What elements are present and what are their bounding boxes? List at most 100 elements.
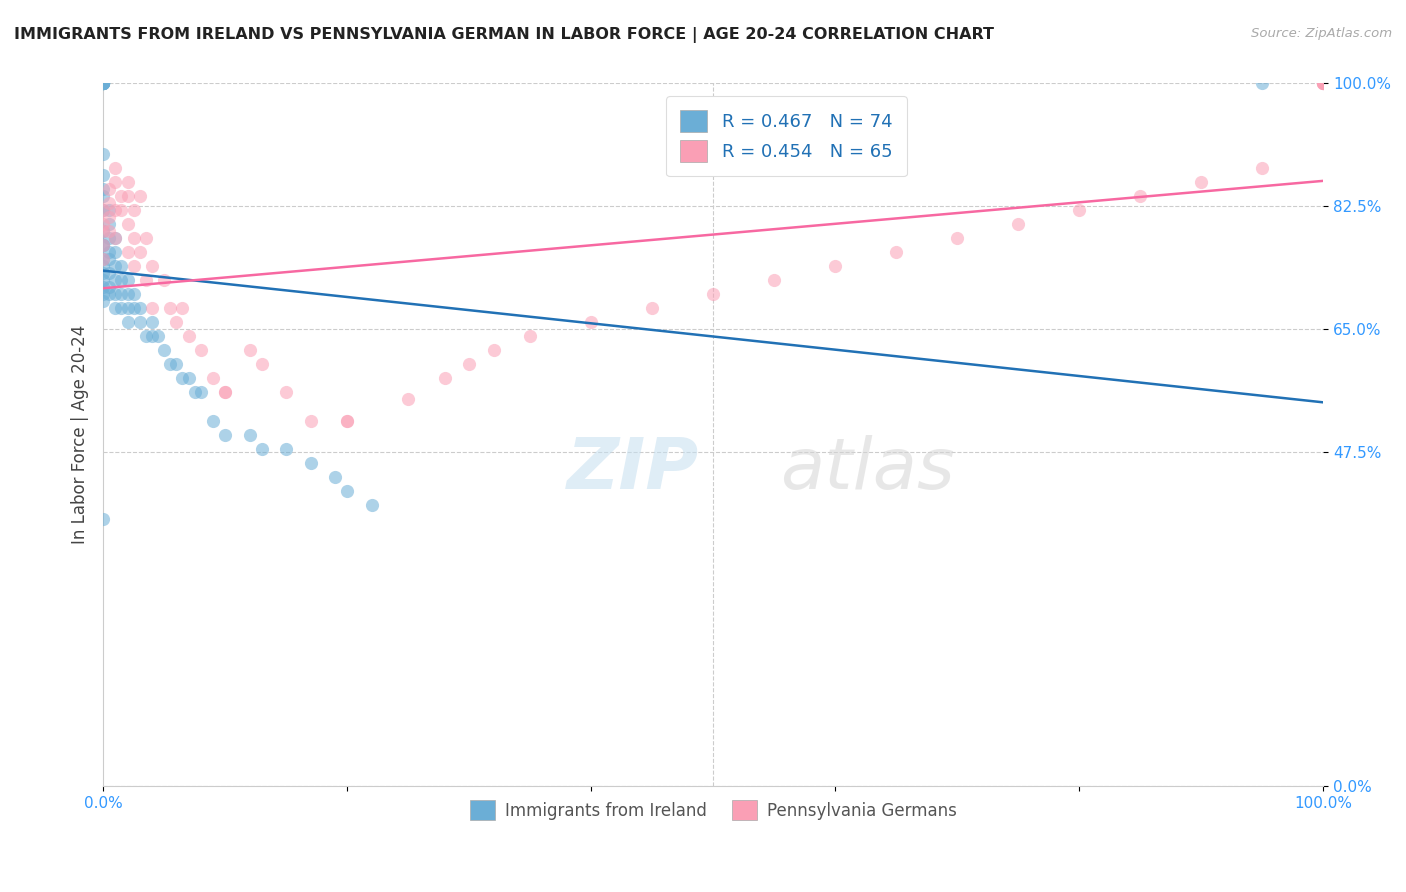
Point [250,357,273,371]
Point [104,245,127,260]
Point [91,217,114,231]
Point [1312,77,1334,91]
Point [98,280,121,294]
Legend: Immigrants from Ireland, Pennsylvania Germans: Immigrants from Ireland, Pennsylvania Ge… [457,787,970,834]
Point [128,245,150,260]
Point [104,231,127,245]
Point [91,224,114,238]
Point [165,357,187,371]
Point [165,315,187,329]
Point [276,442,298,456]
Point [110,301,132,316]
Text: IMMIGRANTS FROM IRELAND VS PENNSYLVANIA GERMAN IN LABOR FORCE | AGE 20-24 CORREL: IMMIGRANTS FROM IRELAND VS PENNSYLVANIA … [14,27,994,43]
Point [159,357,181,371]
Point [579,315,602,329]
Point [110,189,132,203]
Point [141,301,163,316]
Point [482,343,505,358]
Point [91,238,114,252]
Point [117,287,139,301]
Point [172,301,194,316]
Point [91,77,114,91]
Text: atlas: atlas [780,435,955,504]
Point [91,77,114,91]
Point [128,315,150,329]
Point [91,168,114,182]
Point [146,329,169,343]
Point [177,371,200,385]
Point [91,77,114,91]
Point [91,146,114,161]
Point [98,231,121,245]
Point [110,259,132,273]
Point [763,273,786,287]
Point [214,385,236,400]
Point [299,456,322,470]
Point [250,442,273,456]
Point [159,301,181,316]
Point [98,266,121,280]
Point [98,202,121,217]
Point [299,413,322,427]
Point [91,189,114,203]
Point [122,301,145,316]
Point [91,77,114,91]
Point [238,343,260,358]
Point [91,77,114,91]
Point [336,413,359,427]
Point [104,273,127,287]
Point [1312,77,1334,91]
Point [91,77,114,91]
Point [360,498,382,512]
Point [153,343,176,358]
Point [98,210,121,224]
Point [190,343,212,358]
Point [433,371,456,385]
Point [117,273,139,287]
Point [336,413,359,427]
Point [201,371,224,385]
Point [91,294,114,309]
Point [641,301,664,316]
Point [128,189,150,203]
Point [141,315,163,329]
Point [238,427,260,442]
Point [91,252,114,266]
Point [91,77,114,91]
Point [519,329,541,343]
Point [141,329,163,343]
Point [117,315,139,329]
Point [110,287,132,301]
Point [117,217,139,231]
Point [214,385,236,400]
Point [91,77,114,91]
Point [128,301,150,316]
Point [824,259,846,273]
Point [91,202,114,217]
Point [458,357,481,371]
Point [1312,77,1334,91]
Point [104,287,127,301]
Point [1007,217,1029,231]
Point [91,202,114,217]
Point [91,77,114,91]
Point [91,238,114,252]
Point [183,385,205,400]
Point [91,77,114,91]
Point [946,231,969,245]
Point [91,224,114,238]
Point [104,161,127,175]
Point [91,182,114,196]
Point [135,273,157,287]
Point [98,287,121,301]
Point [177,329,200,343]
Point [122,202,145,217]
Point [98,224,121,238]
Point [91,512,114,526]
Point [396,392,419,407]
Point [1312,77,1334,91]
Point [702,287,724,301]
Point [117,175,139,189]
Point [1069,202,1091,217]
Text: ZIP: ZIP [567,435,699,504]
